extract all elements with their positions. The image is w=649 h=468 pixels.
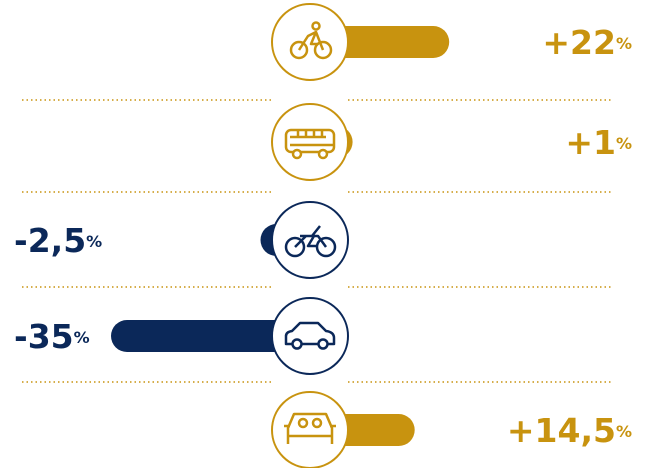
icon: [284, 321, 336, 350]
icon: [284, 128, 336, 160]
icon: [289, 21, 333, 60]
icon-part: [284, 236, 306, 258]
icon-part: [297, 30, 325, 51]
icon-part: [284, 321, 336, 346]
icon-part: [291, 338, 303, 350]
icon-part: [317, 148, 329, 160]
icon-circle: [271, 201, 349, 279]
icon-part: [313, 40, 333, 60]
icon-circle: [271, 297, 349, 375]
icon-part: [284, 128, 336, 154]
bar: [111, 320, 310, 352]
value-label: -35%: [14, 317, 90, 356]
icon: [284, 412, 336, 444]
icon: [284, 225, 337, 258]
value-label: -2,5%: [14, 221, 102, 260]
icon-part: [294, 225, 328, 248]
icon-circle: [271, 391, 349, 468]
icon-part: [311, 417, 323, 429]
value-label: +14,5%: [507, 411, 632, 450]
icon-circle: [271, 3, 349, 81]
value-label: +1%: [565, 123, 632, 162]
icon-part: [311, 21, 321, 31]
icon-part: [291, 148, 303, 160]
icon-circle: [271, 103, 349, 181]
icon-part: [290, 130, 334, 147]
icon-part: [284, 412, 336, 444]
icon-part: [317, 338, 329, 350]
icon-part: [289, 40, 309, 60]
icon-part: [297, 417, 309, 429]
value-label: +22%: [542, 23, 632, 62]
